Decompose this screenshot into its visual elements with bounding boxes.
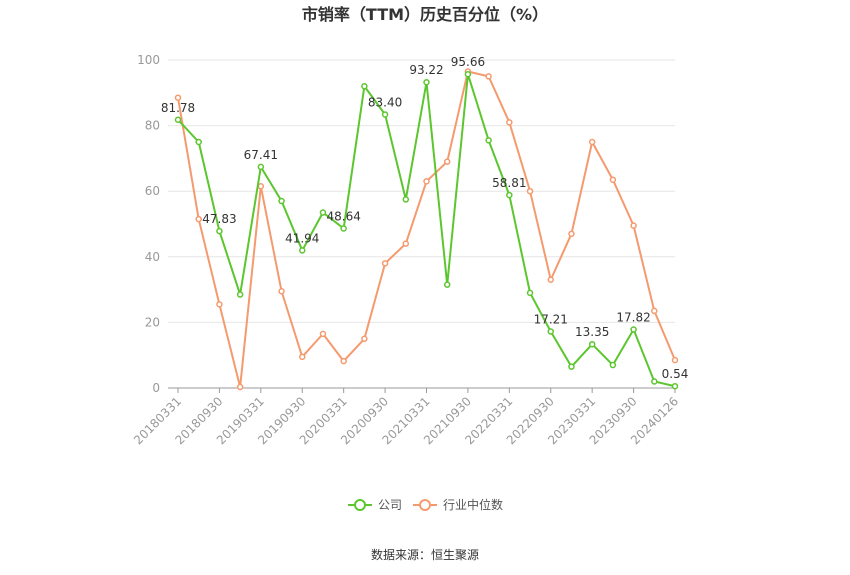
data-point (526, 289, 534, 297)
data-point (195, 215, 202, 223)
data-point (257, 163, 265, 171)
data-point (278, 287, 285, 295)
data-point (506, 191, 513, 199)
data-point (547, 328, 554, 335)
data-point (236, 291, 244, 298)
data-point (257, 183, 265, 190)
legend: 公司 行业中位数 (348, 497, 503, 512)
data-label: 83.40 (368, 95, 402, 109)
data-label: 93.22 (409, 63, 443, 77)
data-point (361, 82, 368, 90)
data-point (506, 119, 513, 126)
data-point (651, 378, 658, 385)
data-point (299, 247, 306, 254)
data-point (319, 209, 327, 216)
data-point (526, 187, 534, 195)
data-label: 17.21 (534, 313, 568, 327)
data-point (485, 137, 492, 144)
data-point (609, 176, 617, 183)
data-point (464, 70, 472, 78)
legend-label: 公司 (378, 498, 402, 512)
data-point (402, 196, 410, 203)
source-note: 数据来源：恒生聚源 (371, 547, 479, 562)
data-point (630, 222, 637, 229)
data-point (195, 138, 202, 146)
data-point (340, 357, 347, 365)
data-point (299, 353, 306, 361)
series-line (177, 73, 676, 388)
y-tick-label: 20 (145, 315, 160, 329)
data-point (216, 227, 223, 235)
data-point (278, 197, 285, 205)
data-point (568, 363, 575, 370)
legend-marker (354, 499, 366, 511)
data-point (588, 340, 596, 348)
data-label: 95.66 (451, 55, 485, 69)
data-labels: 81.78 47.83 67.41 41.94 48.64 83.40 93.22 95.66… (161, 55, 689, 381)
data-point (340, 225, 347, 232)
data-point (361, 335, 368, 343)
data-label: 17.82 (616, 311, 650, 325)
data-point (319, 330, 327, 338)
legend-marker (419, 499, 431, 511)
data-point (651, 307, 658, 315)
data-point (402, 240, 410, 247)
data-point (588, 138, 596, 146)
data-label: 48.64 (326, 209, 360, 223)
data-label: 81.78 (161, 101, 195, 115)
legend-label: 行业中位数 (443, 497, 503, 512)
data-point (174, 94, 182, 101)
data-point (423, 78, 430, 86)
series-layer (174, 68, 679, 391)
y-tick-label: 60 (145, 184, 160, 198)
y-tick-label: 100 (137, 53, 160, 67)
data-label: 13.35 (575, 325, 609, 339)
data-label: 47.83 (202, 212, 236, 226)
y-tick-label: 0 (152, 381, 160, 395)
data-point (443, 158, 451, 165)
data-point (547, 276, 554, 284)
data-point (609, 361, 617, 369)
data-point (671, 382, 679, 390)
data-label: 0.54 (662, 367, 689, 381)
y-axis: 0 20 40 60 80 100 (137, 53, 160, 395)
data-point (671, 356, 679, 364)
data-label: 67.41 (244, 148, 278, 162)
data-point (236, 383, 244, 391)
data-point (174, 116, 182, 124)
y-tick-label: 40 (145, 250, 160, 264)
series-line (177, 70, 676, 389)
data-point (381, 111, 389, 118)
data-point (216, 301, 223, 308)
data-point (381, 260, 389, 267)
chart-title: 市销率（TTM）历史百分位（%） (302, 5, 548, 24)
data-label: 41.94 (285, 231, 319, 245)
data-point (443, 281, 451, 288)
data-point (630, 326, 637, 333)
data-point (485, 73, 492, 80)
x-axis: 2018033120180930201903312019093020200331… (131, 387, 681, 447)
y-tick-label: 80 (145, 119, 160, 133)
data-point (423, 178, 430, 185)
data-label: 58.81 (492, 176, 526, 190)
data-point (568, 230, 575, 238)
